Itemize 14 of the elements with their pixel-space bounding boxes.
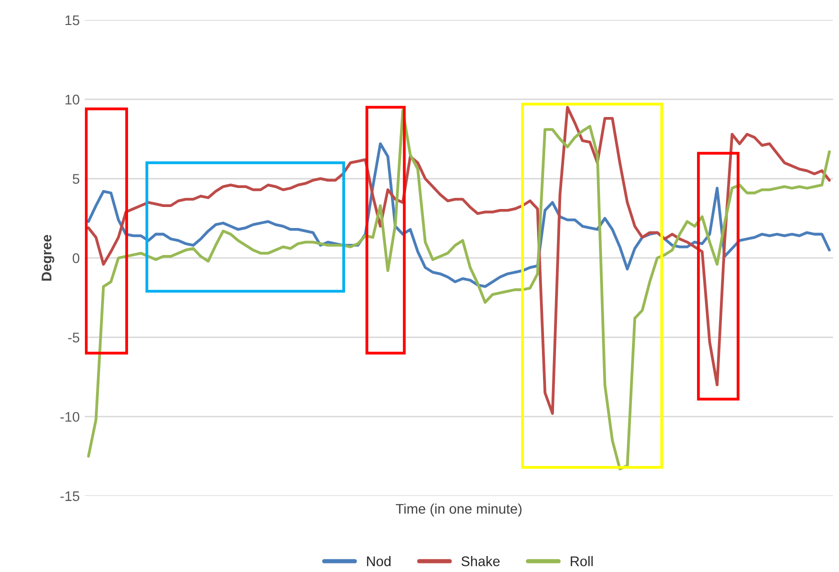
line-series xyxy=(87,106,831,415)
legend-label: Roll xyxy=(570,556,593,566)
y-tick-label: 5 xyxy=(72,174,80,184)
x-axis-title: Time (in one minute) xyxy=(396,504,522,517)
y-tick-label: -5 xyxy=(68,332,80,342)
line-series xyxy=(87,109,831,470)
legend-label: Shake xyxy=(461,556,500,566)
legend-label: Nod xyxy=(367,556,391,566)
y-axis-title: Degree xyxy=(42,234,54,281)
y-tick-label: -10 xyxy=(60,412,80,422)
y-tick-label: 10 xyxy=(65,94,80,105)
y-tick-label: -15 xyxy=(60,491,80,502)
y-tick-label: 0 xyxy=(72,253,80,264)
y-tick-label: 15 xyxy=(65,15,80,26)
